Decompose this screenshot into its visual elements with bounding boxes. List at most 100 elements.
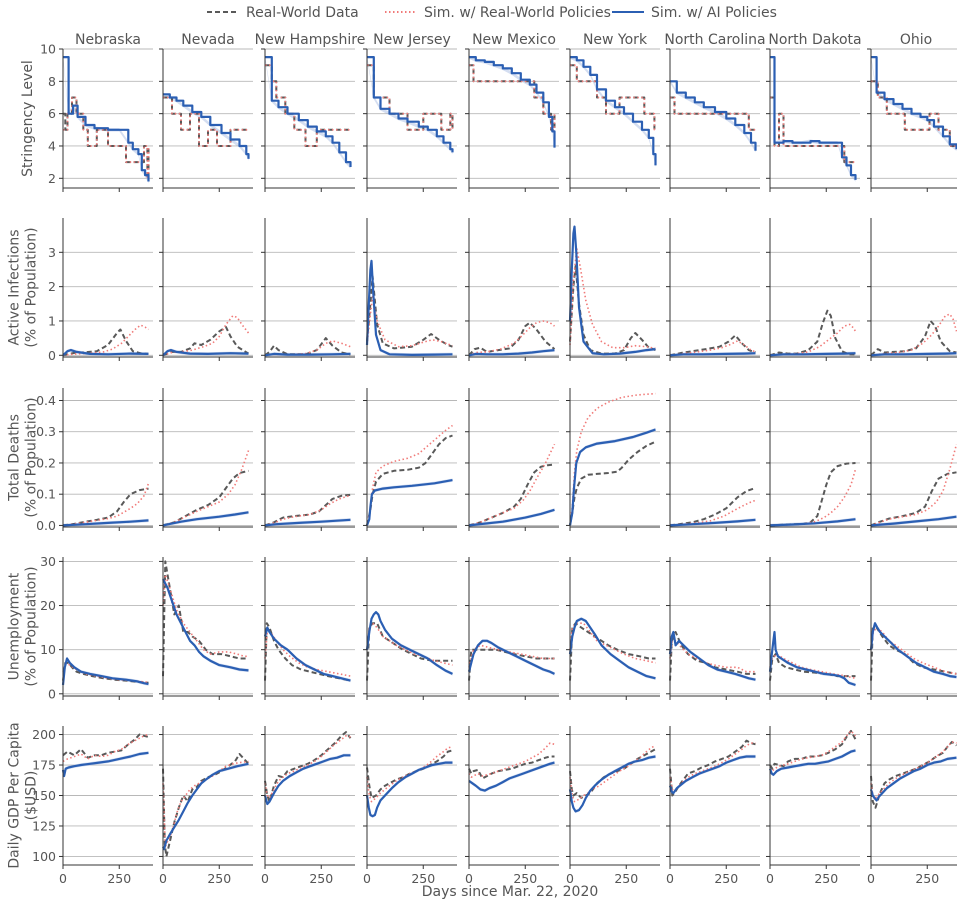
y-tick-label: 100 bbox=[32, 849, 56, 864]
real-world-line bbox=[569, 440, 656, 526]
legend-label-sim-w-real-world-policies: Sim. w/ Real-World Policies bbox=[424, 5, 611, 21]
real-world-line bbox=[870, 740, 957, 809]
sim-real-policy-line bbox=[162, 450, 250, 527]
real-world-line bbox=[264, 622, 351, 682]
x-tick-label: 0 bbox=[363, 871, 371, 886]
y-tick-label: 1 bbox=[48, 313, 56, 328]
legend-label-sim-w-ai-policies: Sim. w/ AI Policies bbox=[651, 5, 777, 21]
y-tick-label: 0 bbox=[48, 348, 56, 363]
sim-ai-policy-line bbox=[568, 617, 656, 680]
y-tick-label: 30 bbox=[40, 554, 56, 569]
sim-ai-policy-line bbox=[871, 56, 957, 150]
x-tick-label: 0 bbox=[766, 871, 774, 886]
sim-real-policy-line bbox=[770, 96, 856, 163]
real-world-line bbox=[62, 733, 149, 759]
ai-confidence-band bbox=[367, 259, 453, 357]
x-tick-label: 0 bbox=[666, 871, 674, 886]
real-world-line bbox=[870, 320, 957, 357]
y-tick-label: 10 bbox=[40, 642, 56, 657]
real-world-line bbox=[162, 753, 250, 858]
x-tick-label: 250 bbox=[107, 871, 131, 886]
sim-real-policy-line bbox=[670, 96, 756, 131]
sim-real-policy-line bbox=[871, 80, 957, 147]
row-label-of-population: (% of Population) bbox=[24, 227, 40, 347]
sim-ai-policy-line bbox=[769, 352, 856, 357]
sim-real-policy-line bbox=[366, 622, 453, 666]
y-tick-label: 0.4 bbox=[36, 393, 56, 408]
y-tick-label: 0.3 bbox=[36, 424, 56, 439]
x-tick-label: 250 bbox=[309, 871, 333, 886]
y-tick-label: 6 bbox=[48, 106, 56, 121]
sim-ai-policy-line bbox=[365, 761, 453, 818]
sim-ai-policy-line bbox=[568, 225, 656, 356]
sim-ai-policy-line bbox=[162, 578, 249, 672]
sim-ai-policy-line bbox=[869, 756, 957, 802]
sim-ai-policy-line bbox=[263, 754, 351, 806]
ai-confidence-band bbox=[367, 610, 453, 676]
x-tick-label: 0 bbox=[465, 871, 473, 886]
ai-confidence-band bbox=[670, 630, 756, 682]
sim-real-policy-line bbox=[669, 340, 756, 357]
sim-real-policy-line bbox=[62, 662, 149, 684]
sim-ai-policy-line bbox=[669, 352, 756, 357]
sim-real-policy-line bbox=[162, 315, 250, 357]
ai-confidence-band bbox=[63, 348, 149, 357]
sim-ai-policy-line bbox=[770, 56, 857, 180]
row-label-usd: ($USD) bbox=[24, 771, 40, 821]
sim-real-policy-line bbox=[870, 626, 957, 675]
sim-ai-policy-line bbox=[468, 508, 555, 527]
sim-real-policy-line bbox=[163, 96, 249, 147]
y-tick-label: 20 bbox=[40, 598, 56, 613]
x-tick-label: 250 bbox=[513, 871, 537, 886]
x-tick-label: 0 bbox=[59, 871, 67, 886]
real-world-line bbox=[366, 622, 453, 681]
sim-ai-policy-line bbox=[668, 755, 756, 795]
row-label-active-infections: Active Infections bbox=[7, 229, 23, 345]
ai-confidence-band bbox=[367, 55, 453, 155]
ai-confidence-band bbox=[670, 79, 756, 153]
sim-real-policy-line bbox=[264, 340, 351, 357]
ai-confidence-band bbox=[163, 762, 249, 851]
x-tick-label: 250 bbox=[207, 871, 231, 886]
real-world-line bbox=[468, 321, 556, 356]
y-tick-label: 125 bbox=[32, 818, 56, 833]
sim-ai-policy-line bbox=[468, 349, 555, 357]
real-world-line bbox=[62, 661, 149, 684]
sim-ai-policy-line bbox=[62, 349, 149, 357]
sim-real-policy-line bbox=[63, 96, 150, 180]
ai-confidence-band bbox=[770, 748, 856, 777]
y-tick-label: 2 bbox=[48, 171, 56, 186]
y-tick-label: 10 bbox=[40, 42, 56, 57]
x-tick-label: 0 bbox=[867, 871, 875, 886]
sim-ai-policy-line bbox=[61, 751, 149, 778]
sim-real-policy-line bbox=[366, 745, 453, 803]
real-world-line bbox=[769, 309, 856, 357]
y-tick-label: 2 bbox=[48, 279, 56, 294]
sim-ai-policy-line bbox=[769, 518, 856, 527]
sim-real-policy-line bbox=[569, 744, 656, 803]
sim-ai-policy-line bbox=[668, 630, 756, 681]
y-tick-label: 0.2 bbox=[36, 455, 56, 470]
y-tick-label: 175 bbox=[32, 758, 56, 773]
sim-real-policy-line bbox=[468, 644, 555, 668]
sim-real-policy-line bbox=[870, 741, 957, 799]
x-tick-label: 0 bbox=[566, 871, 574, 886]
sim-ai-policy-line bbox=[61, 657, 149, 686]
real-world-line bbox=[468, 755, 555, 780]
sim-ai-policy-line bbox=[365, 259, 453, 356]
y-tick-label: 3 bbox=[48, 245, 56, 260]
sim-real-policy-line bbox=[366, 296, 453, 348]
sim-ai-policy-line bbox=[62, 519, 149, 527]
real-world-line bbox=[264, 493, 351, 527]
real-world-line bbox=[366, 275, 453, 350]
sim-real-policy-line bbox=[162, 760, 249, 848]
row-label-total-deaths: Total Deaths bbox=[7, 414, 23, 502]
sim-real-policy-line bbox=[62, 483, 150, 527]
sim-real-policy-line bbox=[469, 64, 556, 131]
real-world-line bbox=[264, 731, 352, 803]
column-title-new-mexico: New Mexico bbox=[472, 32, 556, 48]
legend-label-real-world-data: Real-World Data bbox=[246, 5, 359, 21]
sim-ai-policy-line bbox=[768, 749, 856, 776]
sim-ai-policy-line bbox=[568, 428, 656, 526]
